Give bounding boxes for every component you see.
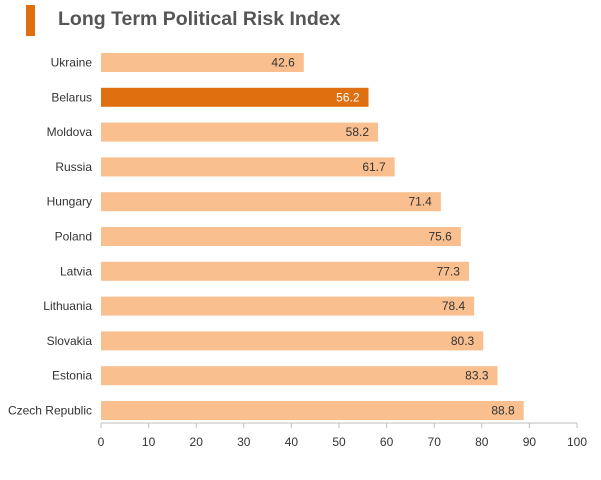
category-label-latvia: Latvia xyxy=(60,264,92,278)
x-tick-label-40: 40 xyxy=(285,435,299,449)
x-tick-label-50: 50 xyxy=(332,435,346,449)
x-tick-label-10: 10 xyxy=(142,435,156,449)
bars-group xyxy=(101,53,524,420)
bar-ukraine xyxy=(101,53,304,72)
bar-latvia xyxy=(101,261,469,281)
x-tick-label-60: 60 xyxy=(380,435,394,449)
x-tick-label-70: 70 xyxy=(428,435,442,449)
value-labels: 42.6 56.2 58.2 61.7 71.4 75.6 77.3 78.4 80.3 83.3… xyxy=(271,56,515,418)
bar-hungary xyxy=(101,192,441,212)
category-label-lithuania: Lithuania xyxy=(43,299,92,313)
x-tick-label-20: 20 xyxy=(190,435,204,449)
value-label-poland: 75.6 xyxy=(428,230,452,244)
category-label-belarus: Belarus xyxy=(51,90,92,104)
title-accent-bar xyxy=(26,5,35,36)
value-label-slovakia: 80.3 xyxy=(451,334,475,348)
category-label-ukraine: Ukraine xyxy=(51,56,93,70)
bar-estonia xyxy=(101,366,498,386)
chart-title: Long Term Political Risk Index xyxy=(58,8,341,30)
bar-poland xyxy=(101,227,461,246)
category-label-russia: Russia xyxy=(55,160,92,174)
value-label-czech-republic: 88.8 xyxy=(491,404,515,418)
x-tick-label-0: 0 xyxy=(98,435,105,449)
x-tick-label-80: 80 xyxy=(475,435,489,449)
category-label-moldova: Moldova xyxy=(47,125,93,139)
bar-czech-republic xyxy=(101,401,524,420)
value-label-latvia: 77.3 xyxy=(437,264,461,278)
x-tick-label-90: 90 xyxy=(523,435,537,449)
category-label-czech-republic: Czech Republic xyxy=(8,404,92,418)
category-label-poland: Poland xyxy=(55,230,92,244)
category-label-estonia: Estonia xyxy=(52,369,92,383)
value-label-estonia: 83.3 xyxy=(465,369,489,383)
bar-lithuania xyxy=(101,296,475,316)
bar-belarus xyxy=(101,87,369,107)
bar-russia xyxy=(101,157,395,177)
value-label-belarus: 56.2 xyxy=(336,90,360,104)
bar-moldova xyxy=(101,122,379,142)
x-axis-ticks: 0 10 20 30 40 50 60 70 80 90 100 xyxy=(98,423,587,449)
value-label-ukraine: 42.6 xyxy=(271,56,295,70)
bar-slovakia xyxy=(101,331,484,351)
value-label-russia: 61.7 xyxy=(362,160,386,174)
value-label-hungary: 71.4 xyxy=(409,195,433,209)
x-tick-label-30: 30 xyxy=(237,435,251,449)
category-label-slovakia: Slovakia xyxy=(47,334,93,348)
x-tick-label-100: 100 xyxy=(567,435,587,449)
category-label-hungary: Hungary xyxy=(47,195,92,209)
value-label-moldova: 58.2 xyxy=(346,125,370,139)
value-label-lithuania: 78.4 xyxy=(442,299,466,313)
category-labels: Ukraine Belarus Moldova Russia Hungary Poland… xyxy=(8,56,92,418)
